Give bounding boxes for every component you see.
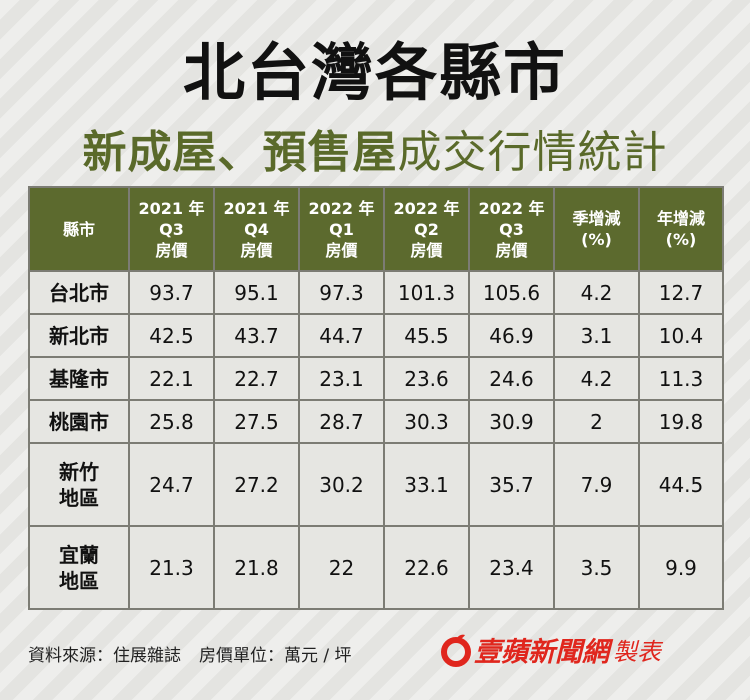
value-cell: 97.3 bbox=[298, 269, 385, 316]
value-cell: 44.5 bbox=[638, 442, 724, 528]
subtitle-light: 成交行情統計 bbox=[397, 127, 668, 178]
subtitle-bold: 新成屋、預售屋 bbox=[82, 127, 398, 178]
subtitle: 新成屋、預售屋成交行情統計 bbox=[0, 116, 750, 180]
value-cell: 30.2 bbox=[298, 442, 385, 528]
made-by: 製表 bbox=[613, 638, 661, 666]
table-row: 新北市 42.5 43.7 44.7 45.5 46.9 3.1 10.4 bbox=[28, 313, 724, 359]
table-row: 台北市 93.7 95.1 97.3 101.3 105.6 4.2 12.7 bbox=[28, 269, 724, 316]
region-cell: 桃園市 bbox=[28, 399, 130, 445]
value-cell: 7.9 bbox=[553, 442, 640, 528]
column-header: 2021 年 Q4 房價 bbox=[213, 186, 300, 272]
value-cell: 9.9 bbox=[638, 525, 724, 610]
value-cell: 35.7 bbox=[468, 442, 555, 528]
value-cell: 24.6 bbox=[468, 356, 555, 402]
value-cell: 23.1 bbox=[298, 356, 385, 402]
value-cell: 23.6 bbox=[383, 356, 470, 402]
header-row: 縣市 2021 年 Q3 房價 2021 年 Q4 房價 2022 年 Q1 房價 20… bbox=[28, 186, 724, 272]
value-cell: 10.4 bbox=[638, 313, 724, 359]
value-cell: 28.7 bbox=[298, 399, 385, 445]
price-table: 縣市 2021 年 Q3 房價 2021 年 Q4 房價 2022 年 Q1 房價 20… bbox=[28, 186, 724, 610]
value-cell: 3.1 bbox=[553, 313, 640, 359]
value-cell: 4.2 bbox=[553, 356, 640, 402]
title: 北台灣各縣市 bbox=[182, 36, 567, 109]
logo bbox=[441, 634, 471, 667]
column-header: 縣市 bbox=[28, 186, 130, 272]
value-cell: 45.5 bbox=[383, 313, 470, 359]
column-header: 2022 年 Q3 房價 bbox=[468, 186, 555, 272]
value-cell: 43.7 bbox=[213, 313, 300, 359]
value-cell: 4.2 bbox=[553, 269, 640, 316]
footer: 資料來源：住展雜誌 房價單位：萬元 / 坪 bbox=[28, 641, 370, 666]
value-cell: 33.1 bbox=[383, 442, 470, 528]
table-row: 桃園市 25.8 27.5 28.7 30.3 30.9 2 19.8 bbox=[28, 399, 724, 445]
brand-name: 壹蘋新聞網 bbox=[474, 637, 609, 668]
value-cell: 22.7 bbox=[213, 356, 300, 402]
value-cell: 105.6 bbox=[468, 269, 555, 316]
value-cell: 30.9 bbox=[468, 399, 555, 445]
value-cell: 12.7 bbox=[638, 269, 724, 316]
unit: 房價單位：萬元 / 坪 bbox=[199, 646, 352, 666]
region-cell: 基隆市 bbox=[28, 356, 130, 402]
value-cell: 95.1 bbox=[213, 269, 300, 316]
value-cell: 46.9 bbox=[468, 313, 555, 359]
brand: 壹蘋新聞網 製表 bbox=[440, 630, 661, 669]
value-cell: 93.7 bbox=[128, 269, 215, 316]
column-header: 2022 年 Q1 房價 bbox=[298, 186, 385, 272]
value-cell: 22.6 bbox=[383, 525, 470, 610]
value-cell: 22.1 bbox=[128, 356, 215, 402]
column-header: 年增減 (%) bbox=[638, 186, 724, 272]
value-cell: 21.8 bbox=[213, 525, 300, 610]
table-row: 宜蘭 地區 21.3 21.8 22 22.6 23.4 3.5 9.9 bbox=[28, 525, 724, 610]
value-cell: 24.7 bbox=[128, 442, 215, 528]
region-cell: 新北市 bbox=[28, 313, 130, 359]
value-cell: 21.3 bbox=[128, 525, 215, 610]
region-cell: 宜蘭 地區 bbox=[28, 525, 130, 610]
column-header: 2021 年 Q3 房價 bbox=[128, 186, 215, 272]
column-header: 季增減 (%) bbox=[553, 186, 640, 272]
value-cell: 22 bbox=[298, 525, 385, 610]
value-cell: 27.5 bbox=[213, 399, 300, 445]
value-cell: 3.5 bbox=[553, 525, 640, 610]
value-cell: 44.7 bbox=[298, 313, 385, 359]
value-cell: 101.3 bbox=[383, 269, 470, 316]
value-cell: 30.3 bbox=[383, 399, 470, 445]
value-cell: 25.8 bbox=[128, 399, 215, 445]
value-cell: 11.3 bbox=[638, 356, 724, 402]
table-body: 台北市 93.7 95.1 97.3 101.3 105.6 4.2 12.7 新北市 42.5 4… bbox=[28, 269, 724, 610]
value-cell: 19.8 bbox=[638, 399, 724, 445]
region-cell: 台北市 bbox=[28, 269, 130, 316]
source: 資料來源：住展雜誌 bbox=[28, 646, 181, 666]
value-cell: 23.4 bbox=[468, 525, 555, 610]
value-cell: 2 bbox=[553, 399, 640, 445]
region-cell: 新竹 地區 bbox=[28, 442, 130, 528]
column-header: 2022 年 Q2 房價 bbox=[383, 186, 470, 272]
table-row: 基隆市 22.1 22.7 23.1 23.6 24.6 4.2 11.3 bbox=[28, 356, 724, 402]
value-cell: 42.5 bbox=[128, 313, 215, 359]
table-row: 新竹 地區 24.7 27.2 30.2 33.1 35.7 7.9 44.5 bbox=[28, 442, 724, 528]
value-cell: 27.2 bbox=[213, 442, 300, 528]
